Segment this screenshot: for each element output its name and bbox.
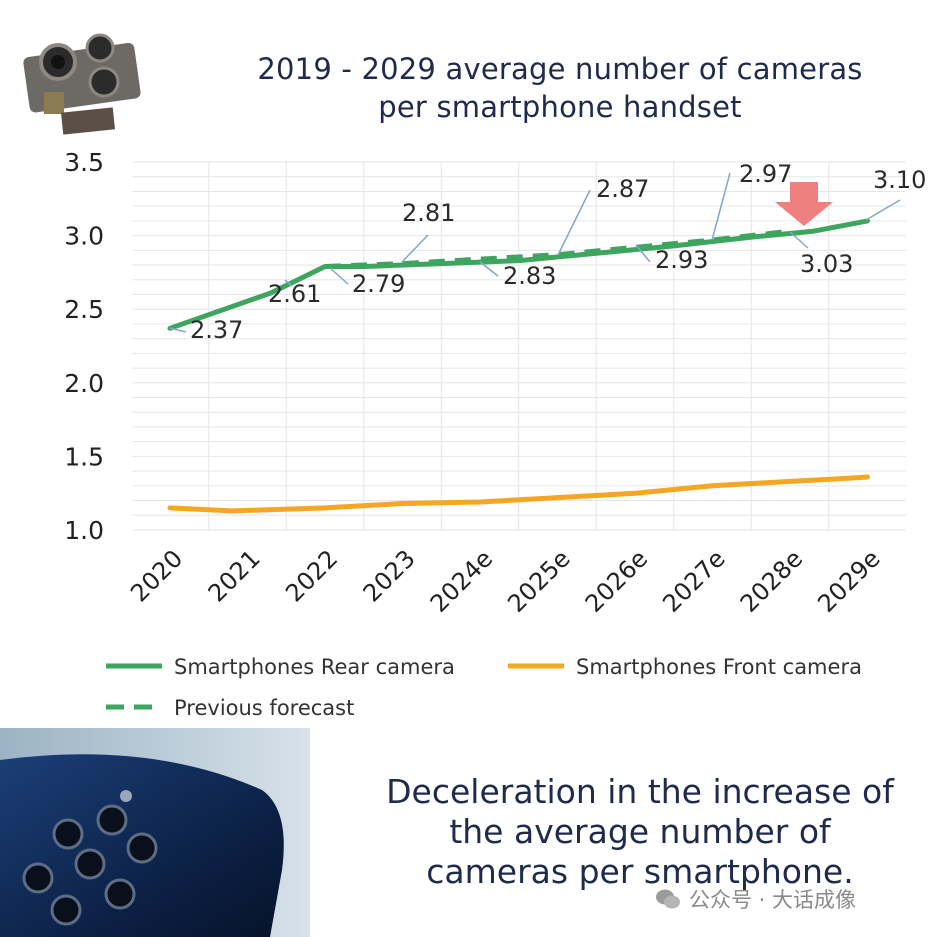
decline-arrow-icon: [775, 182, 833, 226]
watermark-text: 公众号 · 大话成像: [689, 888, 857, 912]
legend-label: Smartphones Front camera: [576, 655, 862, 679]
wechat-icon: [656, 889, 680, 909]
legend-label: Previous forecast: [174, 696, 354, 720]
legend-label: Smartphones Rear camera: [174, 655, 455, 679]
legend: Smartphones Rear camera Smartphones Front…: [106, 655, 862, 720]
caption-line-2: the average number of: [449, 812, 831, 851]
series-line-previous-forecast: [324, 228, 791, 269]
callout-leader: [865, 199, 901, 221]
data-label: 2.83: [503, 262, 556, 290]
y-tick-label: 3.5: [64, 148, 104, 177]
callout-leader: [479, 261, 499, 277]
caption-line-3: cameras per smartphone.: [426, 852, 854, 891]
caption-line-1: Deceleration in the increase of: [386, 772, 894, 811]
callout-leader: [329, 267, 349, 285]
camera-module-illustration: [23, 33, 141, 135]
x-tick-label: 2020: [125, 544, 188, 607]
x-tick-label: 2028e: [735, 544, 808, 617]
chart-title-line-2: per smartphone handset: [378, 90, 742, 124]
x-tick-label: 2024e: [425, 544, 498, 617]
data-label: 2.93: [655, 246, 708, 274]
data-label: 2.61: [268, 280, 321, 308]
series-layer: [167, 218, 870, 514]
data-label: 2.97: [739, 160, 792, 188]
data-label: 2.79: [352, 270, 405, 298]
x-tick-label: 2023: [358, 544, 421, 607]
y-tick-label: 1.5: [64, 442, 104, 471]
callout-leader: [284, 279, 293, 287]
callout-leader: [789, 231, 809, 249]
phone-photo-illustration: [0, 728, 310, 937]
callout-leader: [401, 234, 429, 263]
data-label: 3.10: [873, 166, 926, 194]
callout-leader: [711, 172, 731, 241]
x-tick-label: 2021: [203, 544, 266, 607]
data-label: 3.03: [800, 250, 853, 278]
data-label: 2.81: [402, 199, 455, 227]
x-tick-label: 2025e: [502, 544, 575, 617]
x-tick-label: 2029e: [812, 544, 885, 617]
watermark: 公众号 · 大话成像: [655, 884, 856, 914]
callout-leader: [169, 327, 187, 333]
x-tick-label: 2022: [280, 544, 343, 607]
y-tick-label: 2.5: [64, 295, 104, 324]
data-label: 2.37: [190, 316, 243, 344]
x-tick-label: 2027e: [657, 544, 730, 617]
y-tick-label: 3.0: [64, 222, 104, 251]
callout-leader: [635, 244, 651, 263]
grid-layer: [132, 161, 906, 531]
data-label: 2.87: [596, 175, 649, 203]
y-tick-label: 2.0: [64, 369, 104, 398]
x-tick-label: 2026e: [580, 544, 653, 617]
callout-leader: [557, 189, 591, 256]
annotation-layer: 2.37 2.61 2.79 2.81 2.83 2.87 2.93 2.97 3.03 3.10: [169, 160, 926, 344]
y-tick-label: 1.0: [64, 516, 104, 545]
chart-title-line-1: 2019 - 2029 average number of cameras: [257, 52, 863, 86]
